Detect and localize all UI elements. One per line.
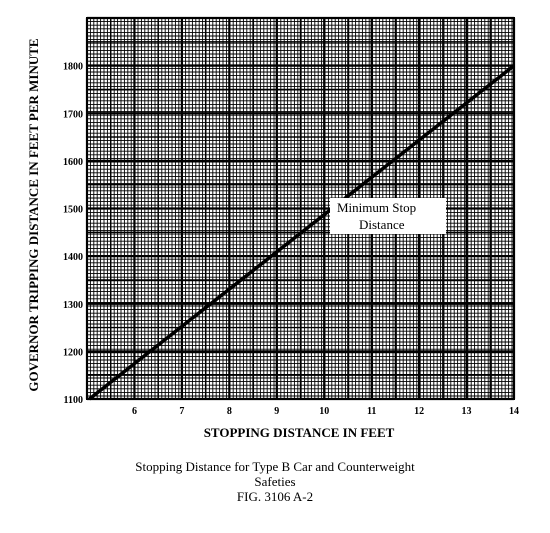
- y-tick-label: 1500: [63, 205, 83, 216]
- caption-line-3: FIG. 3106 A-2: [236, 489, 314, 504]
- x-tick-label: 13: [462, 406, 472, 417]
- series-layer: [88, 64, 516, 401]
- x-tick-label: 11: [367, 406, 376, 417]
- x-tick-label: 8: [227, 406, 232, 417]
- figure-caption: Stopping Distance for Type B Car and Cou…: [0, 459, 550, 504]
- y-tick-label: 1200: [63, 347, 83, 358]
- y-axis-label: GOVERNOR TRIPPING DISTANCE IN FEET PER M…: [26, 38, 41, 391]
- y-tick-label: 1300: [63, 300, 83, 311]
- plot-frame: [86, 17, 515, 400]
- x-tick-label: 7: [179, 406, 184, 417]
- caption-line-2: Safeties: [254, 474, 296, 489]
- y-tick-label: 1400: [63, 252, 83, 263]
- caption-line-1: Stopping Distance for Type B Car and Cou…: [135, 459, 415, 474]
- y-tick-label: 1800: [63, 62, 83, 73]
- series-line-0: [88, 64, 516, 401]
- annotation-line1: Minimum Stop: [337, 200, 416, 215]
- chart: 1100 1200 1300 1400 1500 1600 1700 1800 6 7 8 9 10 1…: [26, 16, 519, 440]
- x-tick-label: 6: [132, 406, 137, 417]
- x-tick-labels: 6 7 8 9 10 11 12 13 14: [132, 406, 519, 417]
- annotation-box: [330, 198, 446, 234]
- x-tick-label: 9: [274, 406, 279, 417]
- y-tick-labels: 1100 1200 1300 1400 1500 1600 1700 1800: [63, 62, 83, 406]
- annotation-line2: Distance: [359, 217, 405, 232]
- x-tick-label: 12: [414, 406, 424, 417]
- x-axis-label: STOPPING DISTANCE IN FEET: [204, 425, 395, 440]
- x-tick-label: 10: [319, 406, 329, 417]
- y-tick-label: 1100: [64, 395, 83, 406]
- x-tick-label: 14: [509, 406, 519, 417]
- y-tick-label: 1600: [63, 157, 83, 168]
- y-tick-label: 1700: [63, 109, 83, 120]
